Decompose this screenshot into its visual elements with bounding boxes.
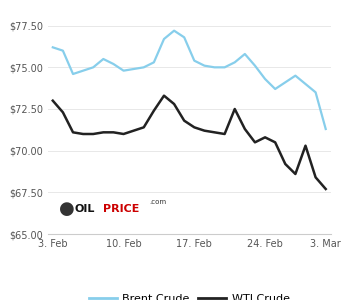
Text: OIL: OIL bbox=[75, 204, 95, 214]
Text: PRICE: PRICE bbox=[103, 204, 139, 214]
Text: .com: .com bbox=[150, 199, 167, 205]
Text: ●: ● bbox=[59, 200, 75, 218]
Legend: Brent Crude, WTI Crude: Brent Crude, WTI Crude bbox=[84, 289, 294, 300]
